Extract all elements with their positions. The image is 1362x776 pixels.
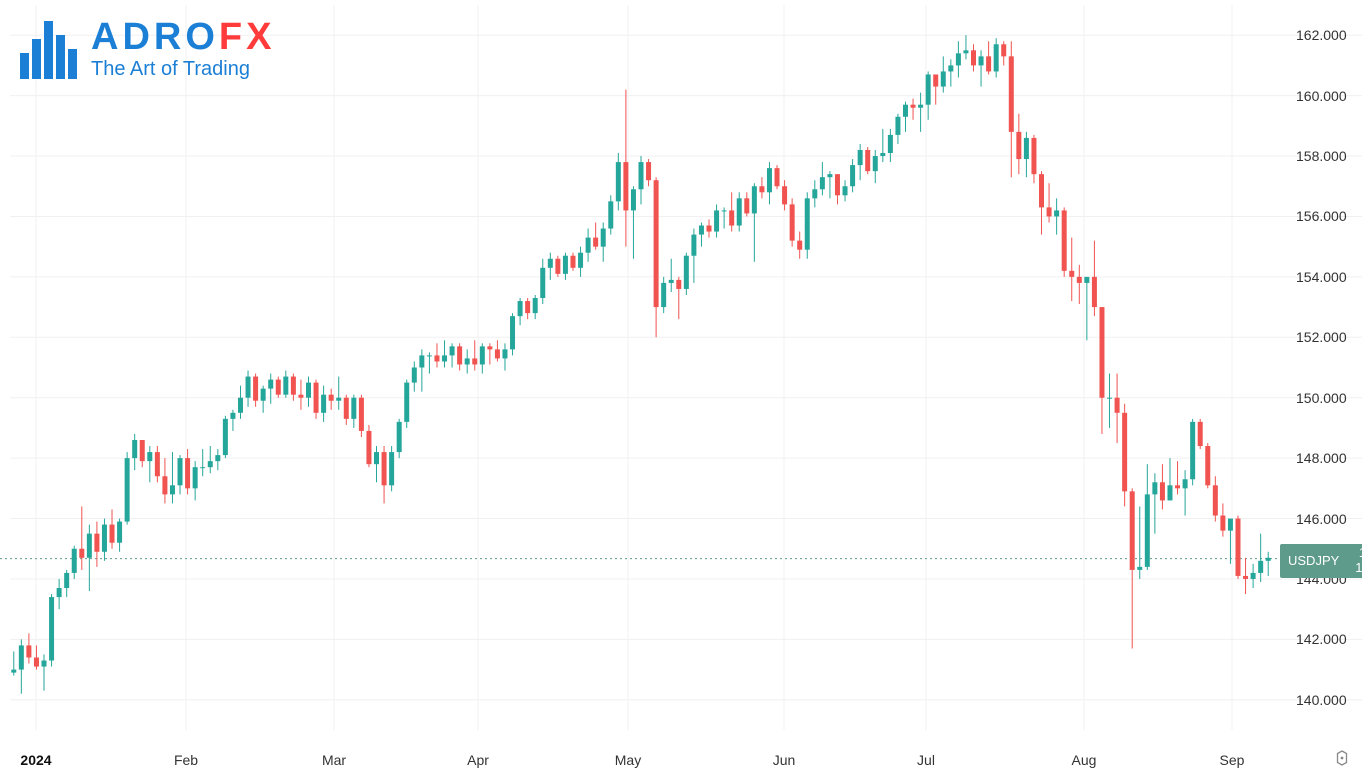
logo-title-part2: FX	[219, 16, 276, 58]
logo-title: ADROFX	[91, 18, 275, 56]
y-tick-label: 160.000	[1296, 88, 1347, 104]
y-tick-label: 158.000	[1296, 148, 1347, 164]
y-tick-label: 156.000	[1296, 208, 1347, 224]
price-badge-price: 144.673	[1355, 546, 1362, 561]
y-tick-label: 162.000	[1296, 27, 1347, 43]
x-tick-label: Jul	[917, 752, 935, 768]
chart-container: ADROFX The Art of Trading 140.000 142.000…	[0, 0, 1362, 776]
x-tick-label: Jun	[773, 752, 796, 768]
candlestick-chart[interactable]	[0, 0, 1362, 776]
last-price-badge: USDJPY 144.673 16:00:10	[1280, 544, 1362, 578]
settings-icon[interactable]	[1334, 750, 1350, 766]
y-tick-label: 140.000	[1296, 692, 1347, 708]
y-tick-label: 152.000	[1296, 329, 1347, 345]
y-tick-label: 150.000	[1296, 390, 1347, 406]
y-tick-label: 146.000	[1296, 511, 1347, 527]
x-tick-label: Sep	[1220, 752, 1245, 768]
x-tick-label: Feb	[174, 752, 198, 768]
logo-text: ADROFX The Art of Trading	[91, 18, 275, 81]
x-tick-label: Apr	[467, 752, 489, 768]
price-badge-time: 16:00:10	[1355, 561, 1362, 576]
price-badge-values: 144.673 16:00:10	[1347, 544, 1362, 578]
logo-bars-icon	[20, 21, 77, 79]
x-tick-label: Mar	[322, 752, 346, 768]
x-tick-label: 2024	[20, 752, 51, 768]
y-tick-label: 154.000	[1296, 269, 1347, 285]
x-tick-label: Aug	[1072, 752, 1097, 768]
logo-title-part1: ADRO	[91, 16, 219, 58]
y-tick-label: 142.000	[1296, 631, 1347, 647]
price-badge-symbol: USDJPY	[1280, 544, 1347, 578]
brand-logo: ADROFX The Art of Trading	[20, 18, 275, 81]
x-tick-label: May	[615, 752, 641, 768]
y-tick-label: 148.000	[1296, 450, 1347, 466]
logo-subtitle: The Art of Trading	[91, 58, 275, 81]
